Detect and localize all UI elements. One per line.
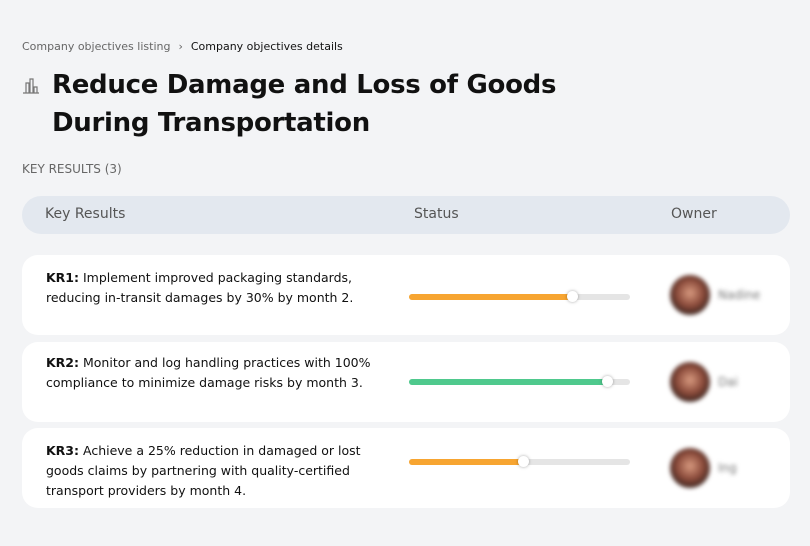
- key-result-code: KR3:: [46, 443, 80, 458]
- key-result-row[interactable]: KR2: Monitor and log handling practices …: [22, 342, 790, 422]
- header-status: Status: [414, 206, 459, 222]
- key-results-count: KEY RESULTS (3): [22, 162, 122, 176]
- progress-thumb: [566, 291, 578, 302]
- breadcrumb-parent-link[interactable]: Company objectives listing: [22, 40, 171, 53]
- progress-fill: [409, 456, 529, 467]
- progress-thumb: [601, 376, 613, 387]
- header-key-results: Key Results: [45, 206, 126, 222]
- breadcrumb-current: Company objectives details: [190, 40, 343, 53]
- owner-name: Ing: [718, 461, 737, 475]
- owner-name: Dai: [718, 375, 738, 389]
- progress-bar: [409, 291, 630, 302]
- key-result-text: KR3: Achieve a 25% reduction in damaged …: [46, 441, 391, 501]
- owner[interactable]: Ing: [670, 448, 737, 488]
- progress-thumb: [517, 456, 529, 467]
- breadcrumb-separator: ›: [178, 40, 183, 53]
- progress-bar: [409, 456, 630, 467]
- page-title: Reduce Damage and Loss of Goods During T…: [52, 70, 557, 138]
- owner[interactable]: Nadine: [670, 275, 760, 315]
- avatar: [670, 448, 710, 488]
- key-result-description: Monitor and log handling practices with …: [46, 355, 371, 390]
- progress-fill: [409, 376, 613, 387]
- key-result-row[interactable]: KR3: Achieve a 25% reduction in damaged …: [22, 428, 790, 508]
- building-chart-icon: [22, 76, 42, 142]
- owner[interactable]: Dai: [670, 362, 738, 402]
- progress-bar: [409, 376, 630, 387]
- key-result-text: KR1: Implement improved packaging standa…: [46, 268, 391, 308]
- page-header: Reduce Damage and Loss of Goods During T…: [22, 66, 652, 142]
- owner-name: Nadine: [718, 288, 761, 302]
- table-header: Key Results Status Owner: [22, 196, 790, 234]
- key-result-description: Implement improved packaging standards, …: [46, 270, 354, 305]
- key-result-code: KR2:: [46, 355, 80, 370]
- progress-fill: [409, 291, 578, 302]
- header-owner: Owner: [671, 206, 717, 222]
- key-result-text: KR2: Monitor and log handling practices …: [46, 353, 391, 393]
- key-result-code: KR1:: [46, 270, 80, 285]
- breadcrumb: Company objectives listing › Company obj…: [22, 40, 343, 53]
- avatar: [670, 275, 710, 315]
- key-result-description: Achieve a 25% reduction in damaged or lo…: [46, 443, 361, 498]
- avatar: [670, 362, 710, 402]
- key-result-row[interactable]: KR1: Implement improved packaging standa…: [22, 255, 790, 335]
